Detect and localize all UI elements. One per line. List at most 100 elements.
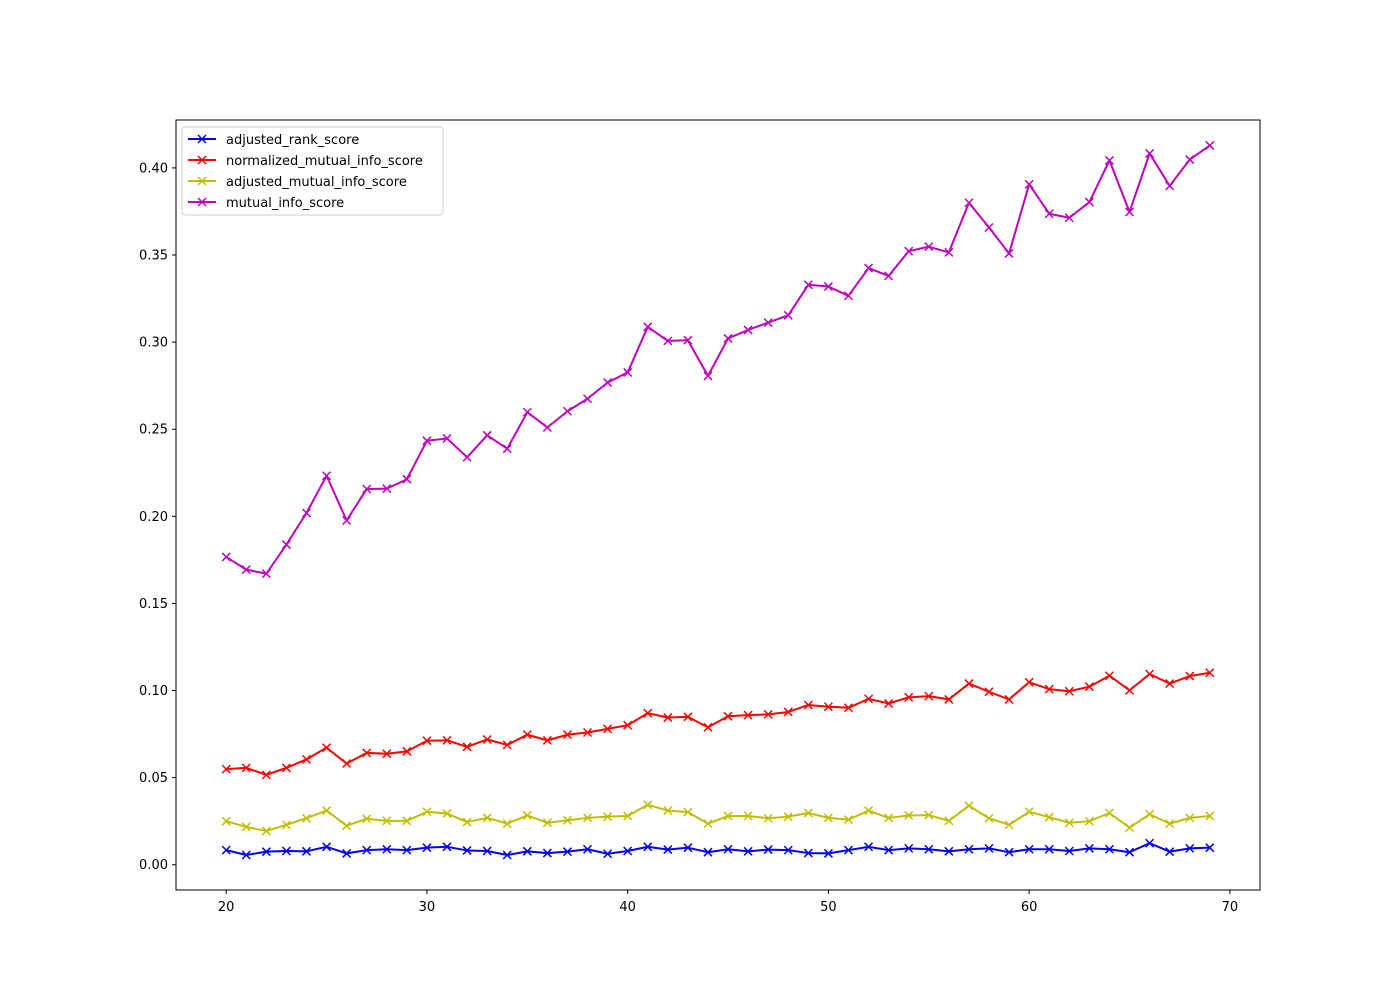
marker-stroke xyxy=(843,703,854,713)
marker-stroke xyxy=(362,845,372,855)
marker-stroke xyxy=(562,815,572,825)
data-point xyxy=(241,763,251,773)
marker-stroke xyxy=(683,335,693,345)
marker-stroke xyxy=(442,808,452,819)
y-tick-label: 0.15 xyxy=(139,597,168,612)
marker-stroke xyxy=(1004,694,1014,704)
legend-marker xyxy=(197,176,207,186)
data-point xyxy=(1064,213,1074,223)
data-point xyxy=(261,826,271,836)
marker-stroke xyxy=(482,430,492,440)
data-point xyxy=(864,263,874,273)
marker-stroke xyxy=(482,813,492,823)
marker-stroke xyxy=(964,679,974,689)
data-point xyxy=(1024,677,1034,687)
data-point xyxy=(1084,197,1094,207)
data-point xyxy=(603,812,613,822)
data-point xyxy=(402,845,412,855)
marker-stroke xyxy=(542,422,552,433)
legend-entry: adjusted_rank_score xyxy=(188,133,359,148)
data-point xyxy=(582,727,593,738)
marker-stroke xyxy=(904,810,914,820)
marker-stroke xyxy=(261,847,271,857)
marker-stroke xyxy=(924,242,934,252)
marker-stroke xyxy=(964,844,974,854)
data-point xyxy=(603,849,613,859)
marker-stroke xyxy=(261,770,271,780)
data-point xyxy=(582,844,593,854)
marker-stroke xyxy=(1124,847,1135,857)
x-tick-label: 60 xyxy=(1021,900,1038,915)
marker-stroke xyxy=(502,850,512,860)
data-point xyxy=(683,335,693,345)
data-point xyxy=(542,422,552,433)
marker-stroke xyxy=(823,813,833,823)
data-point xyxy=(562,730,572,740)
series-adjusted-mutual-info-score xyxy=(221,800,1215,836)
data-point xyxy=(281,846,291,856)
data-point xyxy=(281,820,291,830)
data-point xyxy=(221,552,231,562)
legend-entry: normalized_mutual_info_score xyxy=(188,154,423,169)
data-point xyxy=(623,367,633,377)
data-point xyxy=(663,806,673,816)
marker-stroke xyxy=(643,322,653,332)
marker-stroke xyxy=(1165,819,1175,829)
marker-stroke xyxy=(1044,844,1054,854)
marker-stroke xyxy=(382,844,392,854)
y-tick-label: 0.40 xyxy=(139,161,168,176)
marker-stroke xyxy=(1024,807,1034,817)
series-layer xyxy=(221,140,1215,860)
marker-stroke xyxy=(864,842,874,852)
marker-stroke xyxy=(663,713,673,723)
data-point xyxy=(402,746,412,756)
data-point xyxy=(683,807,693,817)
marker-stroke xyxy=(1104,155,1114,165)
data-point xyxy=(843,845,854,855)
data-point xyxy=(281,540,291,550)
legend-label: mutual_info_score xyxy=(226,196,344,211)
data-point xyxy=(723,711,733,721)
marker-stroke xyxy=(197,134,207,144)
series-line xyxy=(226,671,1210,776)
marker-stroke xyxy=(924,844,934,854)
marker-stroke xyxy=(442,433,452,443)
data-point xyxy=(1205,811,1215,821)
marker-stroke xyxy=(723,711,733,721)
data-point xyxy=(663,336,673,346)
data-point xyxy=(301,846,312,856)
data-point xyxy=(1044,684,1054,694)
data-point xyxy=(803,280,813,290)
marker-stroke xyxy=(803,280,813,290)
marker-stroke xyxy=(322,842,332,852)
data-point xyxy=(241,850,251,860)
data-point xyxy=(884,698,894,708)
data-point xyxy=(482,430,492,440)
data-point xyxy=(944,846,954,856)
data-point xyxy=(1044,209,1054,219)
data-point xyxy=(723,333,733,343)
marker-stroke xyxy=(1024,844,1034,854)
data-point xyxy=(964,679,974,689)
marker-stroke xyxy=(462,742,472,752)
marker-stroke xyxy=(1044,812,1054,822)
legend-label: adjusted_rank_score xyxy=(226,133,359,148)
marker-stroke xyxy=(1004,820,1014,830)
marker-stroke xyxy=(743,325,753,335)
marker-stroke xyxy=(442,842,452,852)
data-point xyxy=(562,815,572,825)
data-point xyxy=(502,740,512,750)
data-point xyxy=(924,691,934,701)
data-point xyxy=(1165,819,1175,829)
y-tick-label: 0.25 xyxy=(139,423,168,438)
marker-stroke xyxy=(944,694,954,704)
marker-stroke xyxy=(964,801,974,811)
marker-stroke xyxy=(301,813,312,823)
marker-stroke xyxy=(643,800,653,810)
marker-stroke xyxy=(281,820,291,830)
x-tick-label: 40 xyxy=(619,900,636,915)
marker-stroke xyxy=(1145,669,1155,679)
marker-stroke xyxy=(301,508,312,518)
x-tick-label: 50 xyxy=(820,900,837,915)
data-point xyxy=(1044,812,1054,822)
